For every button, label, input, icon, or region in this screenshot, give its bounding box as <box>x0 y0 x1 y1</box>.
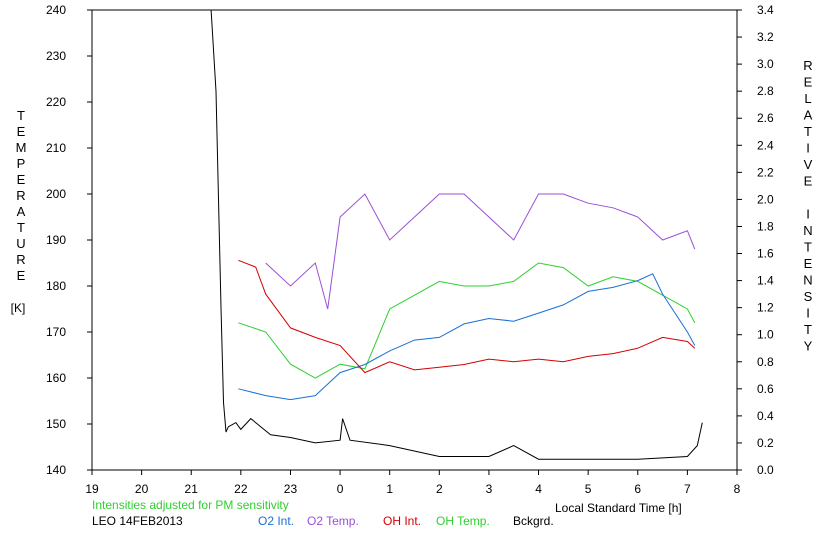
y-left-tick-label: 230 <box>46 49 66 63</box>
x-tick-label: 3 <box>486 482 493 496</box>
y-left-title-letter: P <box>17 156 26 171</box>
y-right-tick-label: 2.2 <box>757 165 774 179</box>
y-right-title-letter: T <box>804 322 812 337</box>
y-right-title-letter: L <box>804 91 811 106</box>
legend-item: OH Temp. <box>436 514 490 528</box>
y-left-title-letter: R <box>16 188 25 203</box>
y-left-tick-label: 220 <box>46 95 66 109</box>
y-right-tick-label: 0.8 <box>757 355 774 369</box>
x-tick-label: 7 <box>684 482 691 496</box>
y-right-tick-label: 0.2 <box>757 436 774 450</box>
x-tick-label: 20 <box>135 482 149 496</box>
y-right-title-letter: A <box>804 108 813 123</box>
series-line-o2-temp <box>265 193 696 310</box>
y-left-title-letter: E <box>17 124 26 139</box>
y-right-tick-label: 2.0 <box>757 192 774 206</box>
y-right-tick-label: 0.0 <box>757 463 774 477</box>
y-left-tick-label: 170 <box>46 325 66 339</box>
y-left-title-letter: U <box>16 236 25 251</box>
y-left-tick-label: 180 <box>46 279 66 293</box>
y-right-title-letter: I <box>806 207 810 222</box>
y-right-title-letter: I <box>806 141 810 156</box>
y-left-title-letter: A <box>17 204 26 219</box>
y-right-title-letter: R <box>803 58 812 73</box>
plot-axes: 1401501601701801902002102202302400.00.20… <box>46 3 774 496</box>
y-left-title-letter: E <box>17 172 26 187</box>
legend-item: Bckgrd. <box>513 514 554 528</box>
y-right-title-letter: E <box>804 75 813 90</box>
y-left-tick-label: 200 <box>46 187 66 201</box>
x-tick-label: 22 <box>234 482 248 496</box>
x-tick-label: 21 <box>185 482 199 496</box>
series-line-bckgrd <box>210 9 703 460</box>
y-right-tick-label: 2.6 <box>757 111 774 125</box>
y-left-title-letter: T <box>17 220 25 235</box>
x-tick-label: 1 <box>386 482 393 496</box>
y-left-tick-label: 150 <box>46 417 66 431</box>
y-right-title-letter: S <box>804 289 813 304</box>
series-line-o2-int <box>238 273 696 401</box>
y-right-title-letter: N <box>803 223 812 238</box>
y-right-tick-label: 3.4 <box>757 3 774 17</box>
y-left-title-letter: R <box>16 252 25 267</box>
x-tick-label: 5 <box>585 482 592 496</box>
x-tick-label: 6 <box>634 482 641 496</box>
sensitivity-note: Intensities adjusted for PM sensitivity <box>92 498 289 512</box>
y-right-tick-label: 1.6 <box>757 247 774 261</box>
x-tick-label: 19 <box>85 482 99 496</box>
y-left-title-letter: E <box>17 268 26 283</box>
series-line-oh-int <box>238 259 696 374</box>
y-right-title-letter: E <box>804 174 813 189</box>
legend-item: OH Int. <box>383 514 421 528</box>
y-right-title-letter: N <box>803 273 812 288</box>
x-tick-label: 4 <box>535 482 542 496</box>
y-right-tick-label: 1.2 <box>757 301 774 315</box>
y-right-tick-label: 2.8 <box>757 84 774 98</box>
x-tick-label: 8 <box>734 482 741 496</box>
y-left-tick-label: 190 <box>46 233 66 247</box>
y-right-title-letter: I <box>806 306 810 321</box>
station-date: LEO 14FEB2013 <box>92 514 183 528</box>
y-axis-left-unit: [K] <box>11 301 26 315</box>
y-left-tick-label: 140 <box>46 463 66 477</box>
y-right-title-letter: Y <box>804 339 813 354</box>
x-tick-label: 0 <box>337 482 344 496</box>
y-right-title-letter: E <box>804 256 813 271</box>
y-left-tick-label: 210 <box>46 141 66 155</box>
x-tick-label: 23 <box>284 482 298 496</box>
series-line-oh-temp <box>238 262 696 379</box>
y-right-title-letter: T <box>804 240 812 255</box>
y-right-title-letter: T <box>804 124 812 139</box>
legend: O2 Int. O2 Temp. OH Int. OH Temp. Bckgrd. <box>258 514 554 528</box>
y-right-tick-label: 3.2 <box>757 30 774 44</box>
plot-frame <box>91 9 738 471</box>
y-right-tick-label: 0.6 <box>757 382 774 396</box>
y-left-title-letter: T <box>17 108 25 123</box>
y-right-tick-label: 3.0 <box>757 57 774 71</box>
y-left-tick-label: 160 <box>46 371 66 385</box>
y-right-tick-label: 0.4 <box>757 409 774 423</box>
x-axis-label: Local Standard Time [h] <box>555 501 682 515</box>
series-layer <box>210 9 703 460</box>
y-right-tick-label: 2.4 <box>757 138 774 152</box>
y-right-tick-label: 1.4 <box>757 274 774 288</box>
y-right-tick-label: 1.8 <box>757 219 774 233</box>
legend-item: O2 Int. <box>258 514 294 528</box>
legend-item: O2 Temp. <box>307 514 359 528</box>
y-right-tick-label: 1.0 <box>757 328 774 342</box>
x-tick-label: 2 <box>436 482 443 496</box>
y-right-title-letter: V <box>804 157 813 172</box>
y-left-title-letter: M <box>16 140 27 155</box>
y-left-tick-label: 240 <box>46 3 66 17</box>
